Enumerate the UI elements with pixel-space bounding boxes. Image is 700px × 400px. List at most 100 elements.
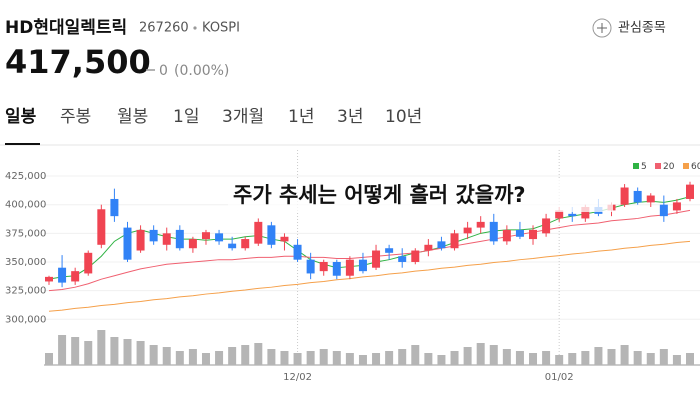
candle-body bbox=[123, 227, 132, 260]
volume-bar bbox=[332, 351, 341, 365]
annotation-bg bbox=[228, 180, 613, 212]
volume-bar bbox=[385, 351, 394, 365]
tab[interactable]: 3년 bbox=[337, 107, 363, 127]
volume-bar bbox=[489, 345, 498, 365]
candle-body bbox=[149, 229, 158, 242]
ma-line bbox=[48, 209, 691, 292]
volume-bar bbox=[293, 353, 302, 365]
candle-body bbox=[502, 229, 511, 242]
volume-bar bbox=[188, 349, 197, 365]
plus-icon bbox=[592, 18, 612, 38]
tab[interactable]: 1년 bbox=[288, 107, 314, 127]
candle-body bbox=[437, 241, 446, 249]
volume-bar bbox=[84, 341, 93, 365]
candle-body bbox=[672, 202, 681, 211]
candle-body bbox=[162, 233, 171, 245]
volume-bar bbox=[345, 353, 354, 365]
candle-body bbox=[633, 190, 642, 203]
candle-body bbox=[306, 259, 315, 274]
volume-bar bbox=[633, 351, 642, 365]
candle-body bbox=[358, 259, 367, 272]
volume-bar bbox=[175, 351, 184, 365]
volume-bar bbox=[58, 335, 67, 365]
volume-bar bbox=[306, 351, 315, 365]
candle-body bbox=[489, 221, 498, 242]
candle-body bbox=[646, 195, 655, 203]
candle-body bbox=[228, 243, 237, 249]
volume-bar bbox=[620, 345, 629, 365]
y-tick-label: 350,000 bbox=[5, 257, 46, 268]
candle-body bbox=[332, 261, 341, 276]
stock-name: HD현대일렉트릭 bbox=[5, 18, 127, 38]
legend-swatch bbox=[683, 163, 689, 169]
volume-bar bbox=[267, 349, 276, 365]
candle-body bbox=[293, 244, 302, 260]
candle-body bbox=[319, 261, 328, 272]
volume-bar bbox=[71, 337, 80, 365]
y-tick-label: 300,000 bbox=[5, 314, 46, 325]
volume-bar bbox=[672, 355, 681, 365]
candle-body bbox=[97, 209, 106, 245]
volume-bar bbox=[398, 349, 407, 365]
candle-body bbox=[175, 229, 184, 249]
candle-body bbox=[241, 239, 250, 249]
tab[interactable]: 일봉 bbox=[5, 107, 37, 127]
volume-bar bbox=[110, 337, 119, 365]
candle-body bbox=[267, 225, 276, 245]
candle-body bbox=[385, 248, 394, 253]
candle-body bbox=[280, 236, 289, 242]
candle-body bbox=[136, 229, 145, 251]
candle-body bbox=[254, 221, 263, 244]
separator bbox=[193, 26, 197, 30]
candle-body bbox=[201, 232, 210, 240]
volume-bar bbox=[659, 349, 668, 365]
volume-bar bbox=[502, 349, 511, 365]
legend-label: 60 bbox=[691, 162, 700, 172]
volume-bar bbox=[254, 343, 263, 365]
market: KOSPI bbox=[202, 21, 240, 36]
candle-body bbox=[45, 276, 53, 282]
volume-bar bbox=[568, 353, 577, 365]
candle-body bbox=[411, 250, 420, 262]
candle-body bbox=[398, 256, 407, 262]
volume-bar bbox=[594, 347, 603, 365]
candle-body bbox=[450, 233, 459, 249]
volume-bar bbox=[241, 345, 250, 365]
tab[interactable]: 10년 bbox=[385, 107, 422, 127]
tab[interactable]: 주봉 bbox=[60, 107, 91, 127]
candle-body bbox=[71, 271, 80, 282]
y-tick-label: 425,000 bbox=[5, 171, 46, 182]
candle-body bbox=[188, 239, 197, 249]
volume-bar bbox=[215, 351, 224, 365]
volume-bar bbox=[581, 351, 590, 365]
candle-body bbox=[515, 229, 524, 237]
candle-body bbox=[686, 184, 694, 199]
volume-bar bbox=[542, 351, 551, 365]
volume-bar bbox=[149, 345, 158, 365]
candle-body bbox=[659, 204, 668, 217]
candle-body bbox=[58, 267, 67, 283]
change-pct: (0.00%) bbox=[174, 63, 229, 79]
tab[interactable]: 1일 bbox=[173, 107, 199, 127]
candle-body bbox=[372, 250, 381, 268]
volume-bar bbox=[450, 351, 459, 365]
watch-button[interactable]: 관심종목 bbox=[592, 18, 666, 38]
tab[interactable]: 3개월 bbox=[222, 107, 264, 127]
x-tick-label: 01/02 bbox=[545, 372, 574, 383]
volume-bar bbox=[686, 353, 694, 365]
tab[interactable]: 월봉 bbox=[117, 107, 148, 127]
candle-body bbox=[463, 227, 472, 234]
candle-body bbox=[345, 259, 354, 276]
volume-bar bbox=[515, 351, 524, 365]
volume-bar bbox=[411, 345, 420, 365]
volume-bar bbox=[372, 353, 381, 365]
candle-body bbox=[424, 244, 433, 251]
volume-bar bbox=[424, 353, 433, 365]
candle-body bbox=[110, 198, 119, 217]
volume-bar bbox=[162, 347, 171, 365]
y-tick-label: 375,000 bbox=[5, 228, 46, 239]
candle-body bbox=[620, 187, 629, 205]
volume-bar bbox=[45, 353, 53, 365]
stock-code: 267260 bbox=[139, 21, 189, 36]
